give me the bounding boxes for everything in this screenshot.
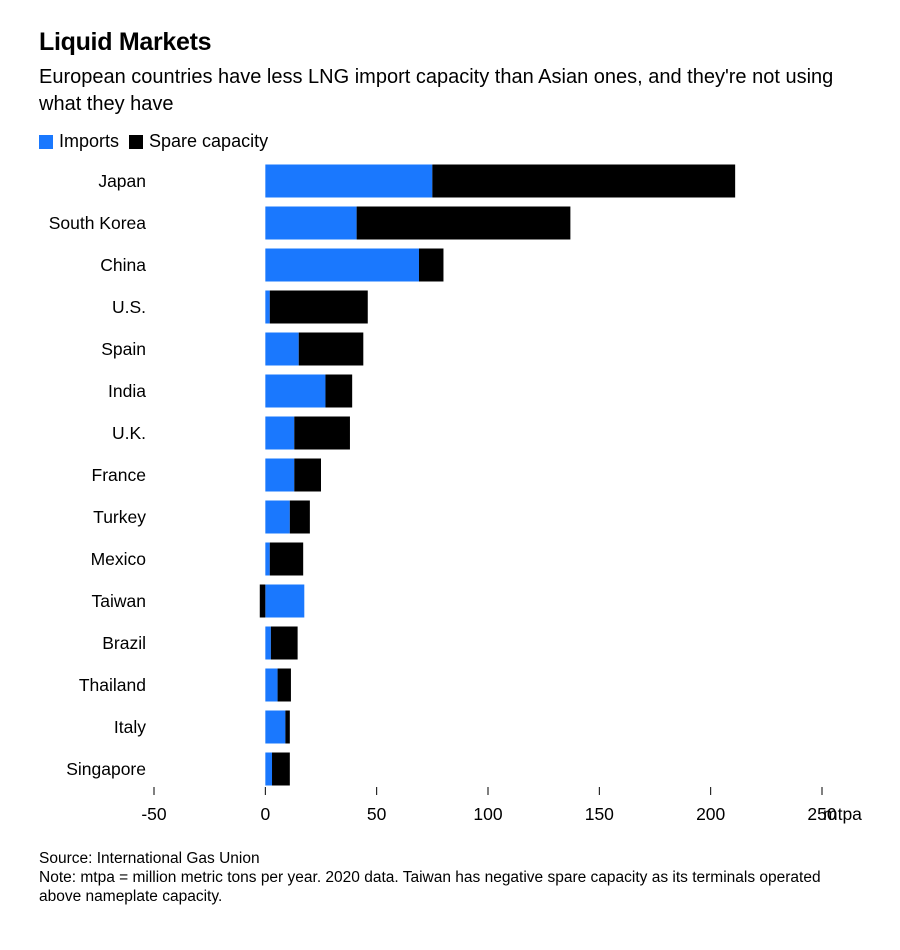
- bar-imports-u-k: [265, 416, 295, 450]
- category-label-taiwan: Taiwan: [92, 591, 146, 611]
- bar-spare-italy: [285, 710, 290, 744]
- bar-spare-taiwan: [259, 584, 266, 618]
- x-tick-label-100: 100: [473, 804, 502, 824]
- bar-imports-south-korea: [265, 206, 357, 240]
- bar-spare-turkey: [289, 500, 310, 534]
- category-label-turkey: Turkey: [93, 507, 146, 527]
- category-label-japan: Japan: [98, 171, 146, 191]
- bar-spare-thailand: [277, 668, 291, 702]
- category-label-brazil: Brazil: [102, 633, 146, 653]
- x-tick-label-200: 200: [696, 804, 725, 824]
- bar-imports-brazil: [265, 626, 271, 660]
- x-tick-label-0: 0: [260, 804, 270, 824]
- bar-spare-south-korea: [356, 206, 571, 240]
- bar-imports-thailand: [265, 668, 278, 702]
- bar-imports-turkey: [265, 500, 290, 534]
- x-tick-label-150: 150: [585, 804, 614, 824]
- legend-item-spare: Spare capacity: [129, 131, 268, 152]
- bar-imports-u-s: [265, 290, 270, 324]
- legend: Imports Spare capacity: [39, 131, 278, 152]
- bar-spare-mexico: [269, 542, 304, 576]
- bar-imports-spain: [265, 332, 299, 366]
- chart-subtitle: European countries have less LNG import …: [39, 66, 834, 115]
- legend-label-spare: Spare capacity: [149, 131, 269, 151]
- bar-spare-india: [325, 374, 353, 408]
- bar-spare-japan: [432, 164, 736, 198]
- bar-spare-spain: [298, 332, 364, 366]
- category-label-south-korea: South Korea: [49, 213, 147, 233]
- category-label-france: France: [92, 465, 146, 485]
- bar-imports-india: [265, 374, 326, 408]
- category-label-spain: Spain: [101, 339, 146, 359]
- legend-item-imports: Imports: [39, 131, 119, 152]
- category-label-u-k: U.K.: [112, 423, 146, 443]
- source-note: Source: International Gas Union: [39, 850, 260, 867]
- bar-imports-france: [265, 458, 295, 492]
- x-tick-label-50: 50: [367, 804, 387, 824]
- legend-swatch-imports: [39, 134, 53, 149]
- bar-imports-italy: [265, 710, 286, 744]
- category-label-italy: Italy: [114, 717, 146, 737]
- bar-chart: Japan South Korea China U.S. Spain India U.K. F…: [49, 164, 862, 824]
- x-tick-label-neg50: -50: [141, 804, 167, 824]
- bar-spare-singapore: [272, 752, 290, 786]
- category-label-thailand: Thailand: [79, 675, 146, 695]
- x-axis-unit-label: mtpa: [823, 804, 862, 824]
- bar-imports-singapore: [265, 752, 273, 786]
- legend-label-imports: Imports: [59, 131, 120, 151]
- category-label-singapore: Singapore: [66, 759, 146, 779]
- data-note: Note: mtpa = million metric tons per yea…: [39, 869, 821, 905]
- category-label-china: China: [100, 255, 146, 275]
- bar-imports-japan: [265, 164, 433, 198]
- bar-imports-taiwan: [265, 584, 305, 618]
- bar-spare-brazil: [270, 626, 298, 660]
- bar-spare-u-s: [269, 290, 368, 324]
- x-tick-label-250: 250: [807, 804, 836, 824]
- category-label-mexico: Mexico: [91, 549, 146, 569]
- category-label-u-s: U.S.: [112, 297, 146, 317]
- bar-imports-mexico: [265, 542, 270, 576]
- bar-imports-china: [265, 248, 419, 282]
- chart-title: Liquid Markets: [39, 28, 212, 56]
- category-label-india: India: [108, 381, 146, 401]
- bar-spare-france: [294, 458, 321, 492]
- footer: Source: International Gas Union Note: mt…: [39, 849, 859, 906]
- bar-spare-u-k: [294, 416, 350, 450]
- bar-spare-china: [418, 248, 444, 282]
- legend-swatch-spare: [129, 134, 144, 149]
